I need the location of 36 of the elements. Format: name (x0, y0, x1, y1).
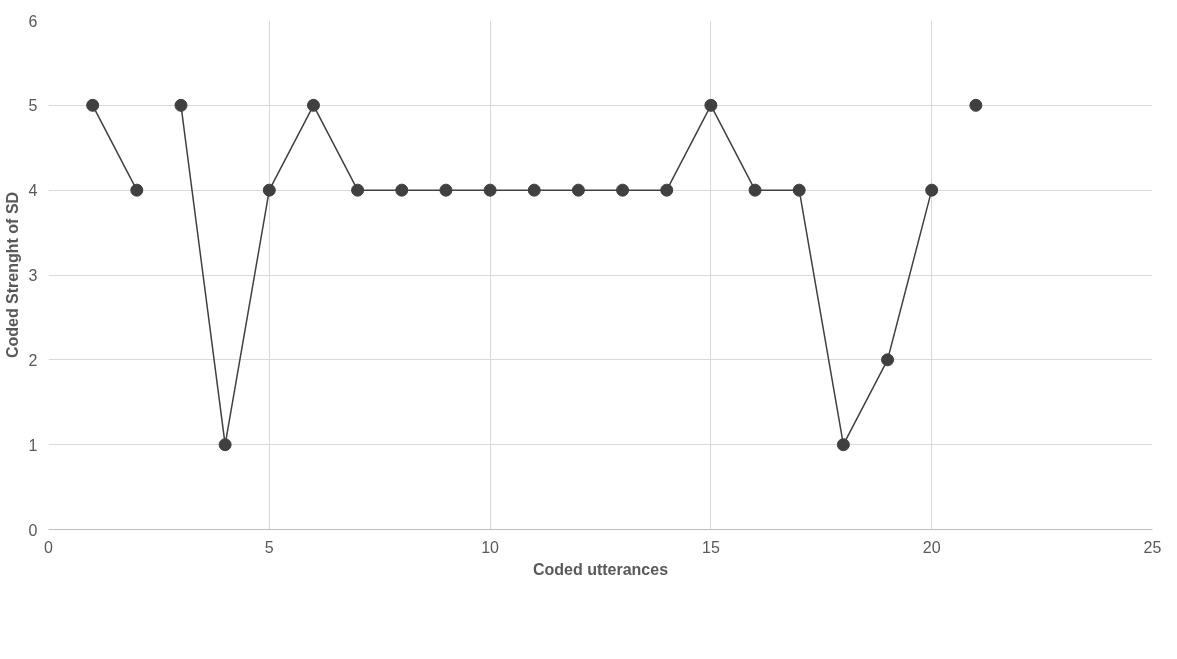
point (836, 438, 850, 452)
point (174, 98, 188, 112)
point (881, 353, 895, 367)
x-tick-label: 25 (1143, 538, 1162, 556)
y-axis-title: Coded Strenght of SD (3, 191, 21, 359)
x-tick-label: 5 (264, 538, 274, 556)
x-axis-title: Coded utterances (532, 560, 669, 578)
point (218, 438, 232, 452)
y-tick-label: 4 (28, 182, 38, 200)
point (483, 183, 497, 197)
x-tick-label: 0 (44, 538, 54, 556)
y-tick-label: 2 (28, 351, 38, 369)
point (792, 183, 806, 197)
y-tick-label: 1 (28, 436, 38, 454)
point (527, 183, 541, 197)
point (969, 98, 983, 112)
point (439, 183, 453, 197)
point (351, 183, 365, 197)
x-tick-label: 10 (481, 538, 500, 556)
point (748, 183, 762, 197)
point (925, 183, 939, 197)
point (262, 183, 276, 197)
y-tick-label: 3 (28, 267, 38, 284)
point (704, 98, 718, 112)
point (571, 183, 585, 197)
point (306, 98, 320, 112)
y-tick-label: 0 (28, 521, 38, 539)
x-tick-label: 20 (922, 538, 941, 556)
y-tick-label: 5 (28, 97, 38, 115)
x-tick-label: 15 (702, 538, 720, 556)
y-tick-label: 6 (28, 12, 38, 30)
point (130, 183, 144, 197)
point (660, 183, 674, 197)
point (86, 98, 100, 112)
point (395, 183, 409, 197)
point (616, 183, 630, 197)
